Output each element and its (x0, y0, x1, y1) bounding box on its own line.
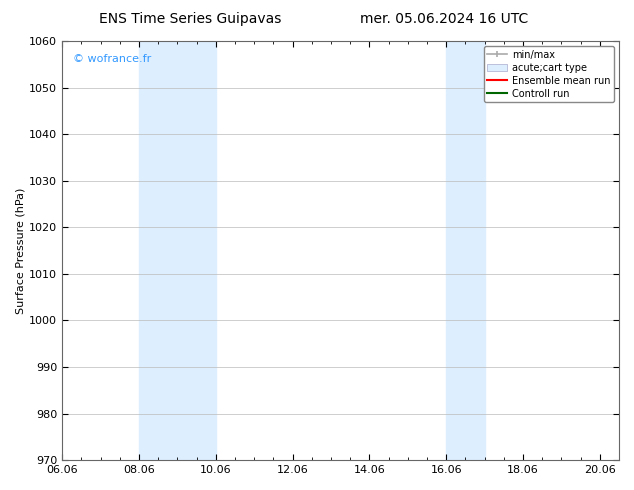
Legend: min/max, acute;cart type, Ensemble mean run, Controll run: min/max, acute;cart type, Ensemble mean … (484, 46, 614, 102)
Text: © wofrance.fr: © wofrance.fr (74, 53, 152, 64)
Text: mer. 05.06.2024 16 UTC: mer. 05.06.2024 16 UTC (359, 12, 528, 26)
Bar (446, 41, 484, 460)
Text: ENS Time Series Guipavas: ENS Time Series Guipavas (99, 12, 281, 26)
Bar (139, 41, 216, 460)
Y-axis label: Surface Pressure (hPa): Surface Pressure (hPa) (15, 187, 25, 314)
